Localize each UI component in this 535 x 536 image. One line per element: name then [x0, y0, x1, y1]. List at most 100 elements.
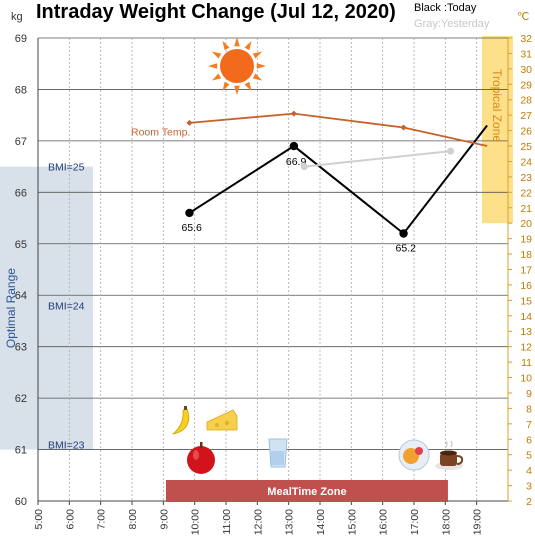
apple-shine — [193, 450, 199, 460]
plate-food — [415, 447, 423, 455]
y2-tick-label: 25 — [520, 141, 532, 153]
series-line-black-today — [188, 124, 488, 235]
y2-tick-label: 19 — [520, 234, 532, 246]
data-point-today — [399, 229, 408, 238]
cheese-hole — [215, 423, 219, 427]
sun-ray — [244, 81, 252, 92]
y2-tick-label: 12 — [520, 342, 532, 354]
y-tick-label: 66 — [15, 187, 27, 199]
y2-tick-label: 32 — [520, 33, 532, 45]
data-point-today — [289, 141, 299, 151]
sun-ray — [244, 40, 252, 51]
y2-tick-label: 10 — [520, 373, 532, 385]
y2-tick-label: 13 — [520, 326, 532, 338]
y2-tick-label: 29 — [520, 79, 532, 91]
y-tick-label: 60 — [15, 496, 27, 508]
cup-steam — [445, 440, 453, 448]
y2-tick-label: 28 — [520, 95, 532, 107]
x-tick-label: 6:00 — [64, 509, 76, 530]
y2-tick-label: 5 — [526, 450, 532, 462]
tropical-zone-label: Tropical Zone — [490, 69, 504, 142]
plate-food — [403, 448, 419, 464]
y-tick-label: 67 — [15, 136, 27, 148]
x-tick-label: 7:00 — [96, 509, 108, 530]
series-line-gray-yesterday — [304, 150, 451, 168]
data-point-yesterday — [300, 163, 308, 171]
x-tick-label: 10:00 — [190, 509, 202, 535]
meal-time-zone-bar — [165, 480, 448, 502]
x-tick-label: 9:00 — [158, 509, 170, 530]
coffee-cup-icon — [435, 440, 464, 470]
series-line-room-temp — [189, 112, 488, 147]
y2-tick-label: 9 — [526, 388, 532, 400]
y2-tick-label: 2 — [526, 496, 532, 508]
sun-ray — [208, 63, 218, 69]
data-label: 65.6 — [181, 222, 202, 234]
sun-ray — [252, 51, 263, 59]
cheese-hole — [224, 420, 230, 426]
x-tick-label: 15:00 — [346, 509, 358, 535]
y2-tick-label: 18 — [520, 249, 532, 261]
optimal-range-band — [0, 166, 93, 450]
y-tick-label: 63 — [15, 342, 27, 354]
y2-axis-unit: ℃ — [517, 11, 529, 23]
y2-tick-label: 24 — [520, 156, 532, 168]
data-point-room-temp — [400, 124, 407, 131]
data-point-yesterday — [447, 147, 455, 155]
apple-stem — [200, 442, 203, 448]
banana-icon — [171, 406, 190, 435]
x-tick-label: 16:00 — [378, 509, 390, 535]
x-tick-label: 8:00 — [127, 509, 139, 530]
y-tick-label: 68 — [15, 84, 27, 96]
y2-tick-label: 16 — [520, 280, 532, 292]
y2-tick-label: 20 — [520, 218, 532, 230]
y2-tick-label: 23 — [520, 172, 532, 184]
room-temp-label: Room Temp. — [131, 127, 190, 139]
sun-ray — [234, 37, 240, 47]
bmi-25-label: BMI=25 — [48, 162, 85, 174]
x-tick-label: 14:00 — [315, 509, 327, 535]
y2-tick-label: 11 — [521, 357, 532, 369]
y-axis-unit: kg — [11, 11, 23, 23]
apple-icon — [187, 442, 215, 474]
x-tick-label: 17:00 — [409, 509, 421, 535]
data-point-room-temp — [186, 119, 193, 126]
y2-tick-label: 31 — [520, 48, 532, 60]
y-tick-label: 65 — [15, 239, 27, 251]
sun-ray — [256, 63, 266, 69]
x-tick-label: 19:00 — [472, 509, 484, 535]
y2-tick-label: 15 — [520, 295, 532, 307]
cheese-icon — [206, 409, 238, 431]
y2-tick-label: 3 — [526, 481, 532, 493]
x-tick-label: 18:00 — [440, 509, 452, 535]
bmi-24-label: BMI=24 — [48, 301, 85, 313]
optimal-range-label: Optimal Range — [4, 268, 18, 348]
y2-tick-label: 4 — [526, 465, 532, 477]
y2-tick-label: 22 — [520, 187, 532, 199]
y-tick-label: 62 — [15, 393, 27, 405]
legend-today: Black :Today — [414, 2, 477, 14]
meal-plate-icon — [398, 439, 430, 471]
legend-yesterday: Gray:Yesterday — [414, 18, 490, 30]
sun-disc — [220, 49, 254, 83]
y2-tick-label: 27 — [520, 110, 532, 122]
y-tick-label: 61 — [15, 445, 27, 457]
sun-ray — [222, 40, 230, 51]
banana-stem — [184, 406, 187, 410]
x-tick-label: 12:00 — [252, 509, 264, 535]
data-point-room-temp — [290, 110, 297, 117]
banana-body — [171, 408, 190, 435]
y2-tick-label: 7 — [526, 419, 532, 431]
water-glass-icon — [268, 438, 288, 468]
glass-water — [271, 451, 284, 465]
y2-tick-label: 14 — [520, 311, 532, 323]
cup-body — [440, 453, 457, 466]
bmi-23-label: BMI=23 — [48, 439, 85, 451]
y2-tick-label: 21 — [520, 203, 532, 215]
data-label: 65.2 — [396, 242, 417, 254]
cup-handle — [456, 455, 464, 465]
y2-tick-label: 17 — [520, 265, 532, 277]
sun-icon — [208, 37, 266, 95]
sun-ray — [234, 85, 240, 95]
